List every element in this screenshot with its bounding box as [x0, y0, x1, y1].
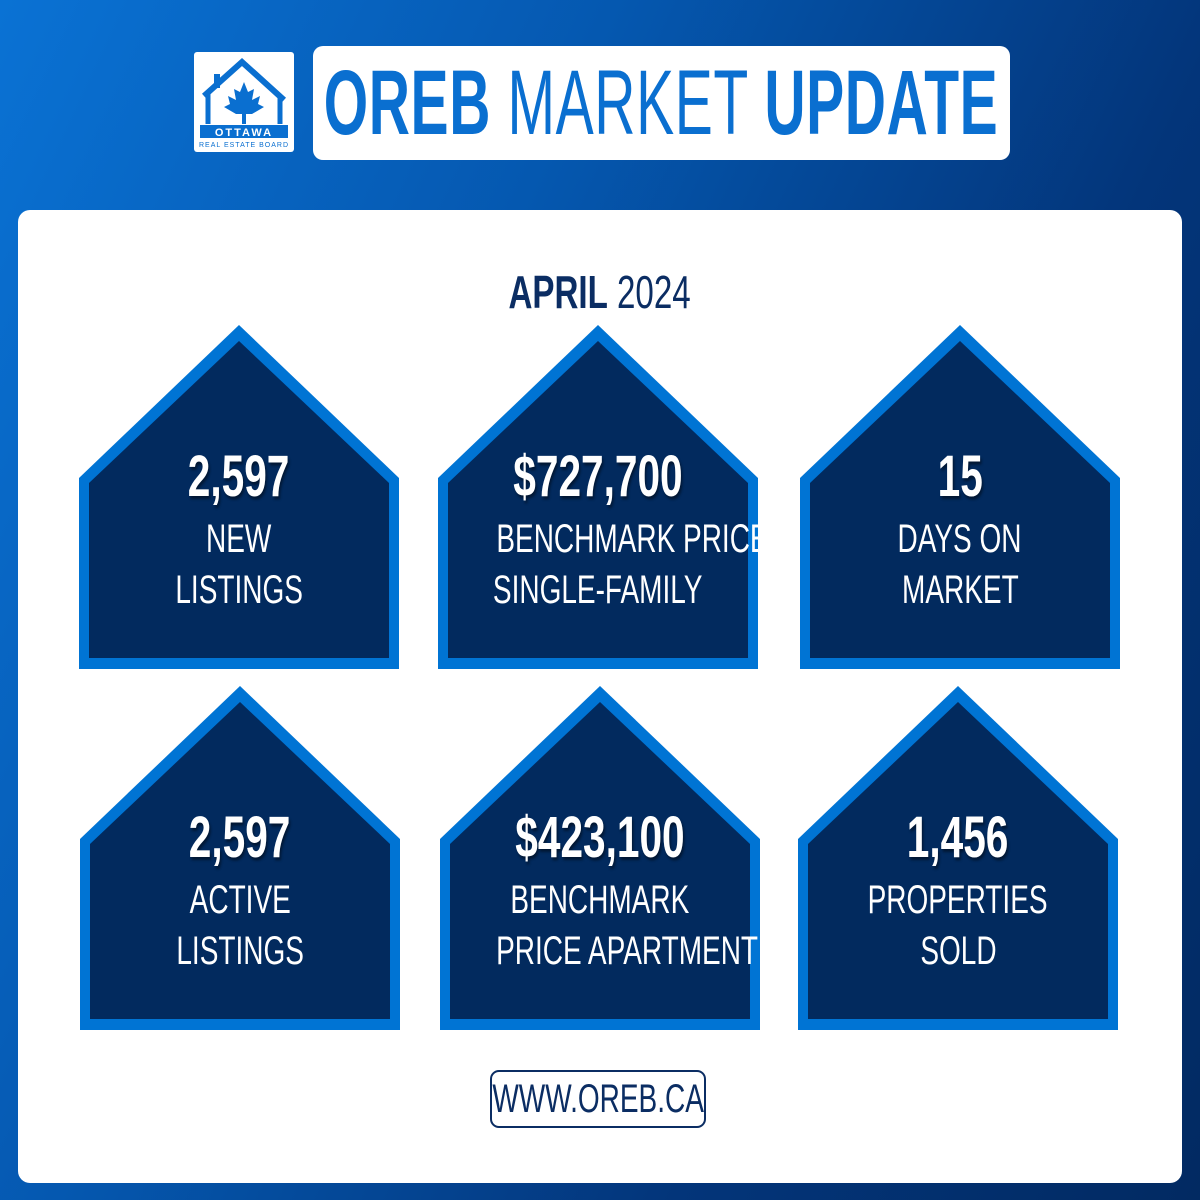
stat-label-line1: BENCHMARK [510, 878, 690, 922]
stat-label-line2: LISTINGS [176, 929, 304, 973]
house-shape [80, 686, 400, 1030]
stat-value: $423,100 [515, 805, 685, 870]
stat-label-line2: SINGLE-FAMILY [493, 568, 703, 612]
stat-house-6: 1,456 PROPERTIES SOLD [798, 686, 1118, 1030]
stat-label-line1: NEW [206, 517, 272, 561]
stat-label-line1: PROPERTIES [868, 878, 1048, 922]
house-maple-leaf-icon: OTTAWA REAL ESTATE BOARD [199, 57, 289, 149]
stat-label-line2: PRICE APARTMENT [496, 929, 759, 973]
stat-label-line2: LISTINGS [175, 568, 303, 612]
svg-text:REAL ESTATE BOARD: REAL ESTATE BOARD [199, 142, 289, 149]
house-shape [79, 325, 399, 669]
stat-house-2: $727,700 BENCHMARK PRICE SINGLE-FAMILY [438, 325, 769, 669]
house-shape [800, 325, 1120, 669]
stat-label-line1: DAYS ON [898, 517, 1022, 561]
stat-label-line2: SOLD [919, 929, 997, 973]
stat-label-line1: ACTIVE [189, 878, 291, 922]
page-title: OREB MARKET UPDATE [324, 51, 999, 154]
stat-house-1: 2,597 NEW LISTINGS [79, 325, 399, 669]
oreb-logo: OTTAWA REAL ESTATE BOARD [194, 52, 294, 152]
stat-label-line1: BENCHMARK PRICE [496, 517, 769, 561]
stat-value: 15 [937, 444, 983, 509]
house-shape [798, 686, 1118, 1030]
stat-label-line2: MARKET [901, 568, 1019, 612]
stat-house-4: 2,597 ACTIVE LISTINGS [80, 686, 400, 1030]
house-shape [438, 325, 758, 669]
stat-value: 1,456 [907, 805, 1009, 870]
stat-value: 2,597 [188, 444, 290, 509]
stat-value: 2,597 [189, 805, 291, 870]
stat-value: $727,700 [513, 444, 683, 509]
website-link[interactable]: WWW.OREB.CA [490, 1070, 706, 1128]
svg-text:OTTAWA: OTTAWA [215, 127, 273, 139]
report-period: APRIL 2024 [508, 266, 692, 318]
house-shape [440, 686, 760, 1030]
stat-house-3: 15 DAYS ON MARKET [800, 325, 1120, 669]
stat-house-5: $423,100 BENCHMARK PRICE APARTMENT [440, 686, 760, 1030]
title-banner: OREB MARKET UPDATE [313, 46, 1010, 160]
